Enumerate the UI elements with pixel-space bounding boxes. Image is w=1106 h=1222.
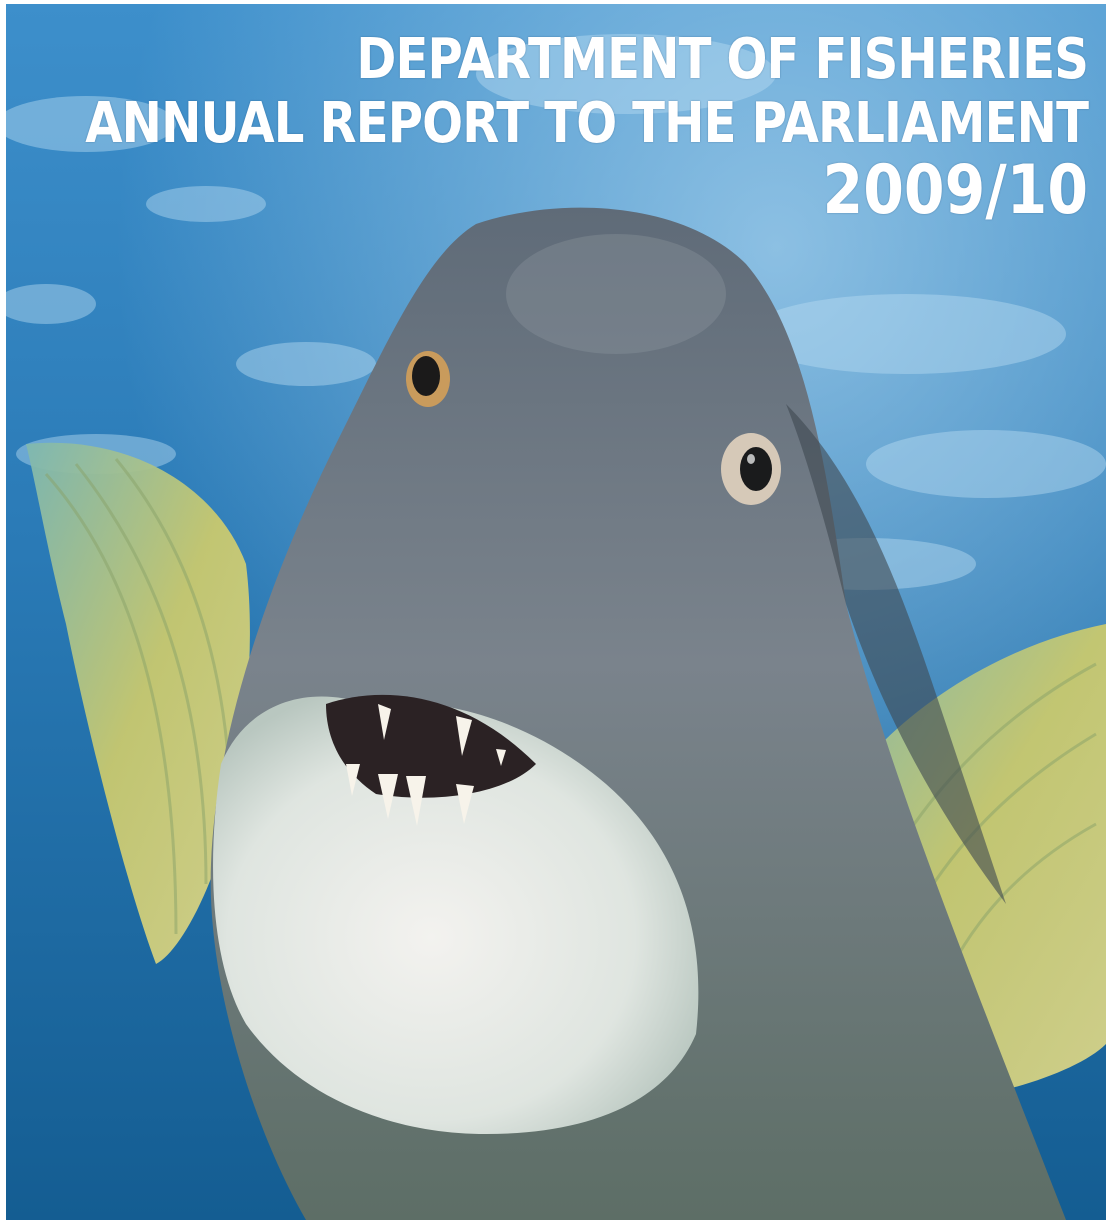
cover-photo	[6, 4, 1106, 1220]
title-department: DEPARTMENT OF FISHERIES	[356, 27, 1089, 92]
teeth	[346, 704, 506, 826]
report-cover: DEPARTMENT OF FISHERIES ANNUAL REPORT TO…	[6, 4, 1106, 1220]
report-title: DEPARTMENT OF FISHERIES ANNUAL REPORT TO…	[6, 27, 1089, 230]
title-year: 2009/10	[822, 151, 1088, 230]
title-report-type: ANNUAL REPORT TO THE PARLIAMENT	[85, 91, 1089, 156]
